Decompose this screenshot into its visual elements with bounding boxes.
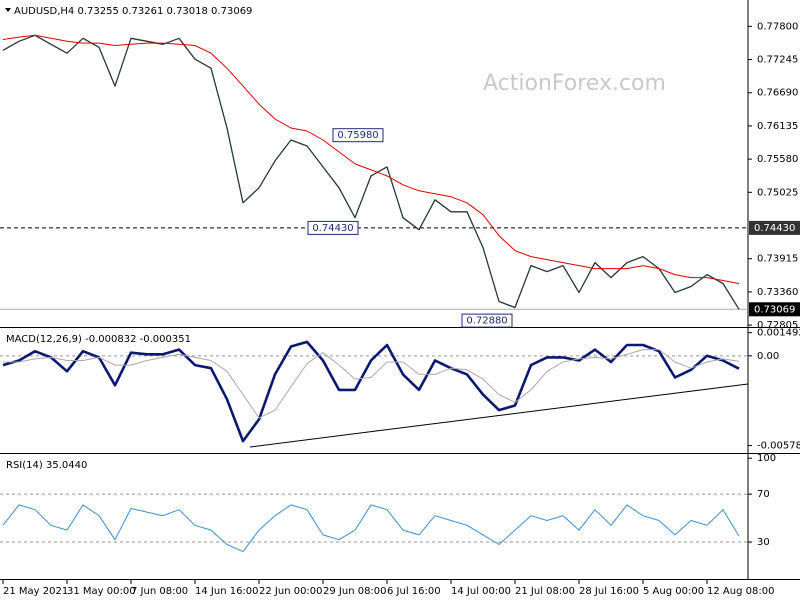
menu-triangle [5,8,11,12]
y-tick-label: 0.75025 [757,187,798,198]
x-tick-label: 7 Jun 08:00 [131,586,188,597]
price-label: 0.73069 [754,304,795,315]
x-tick-label: 5 Aug 00:00 [643,586,704,597]
series-line [2,34,740,284]
x-tick-label: 14 Jul 00:00 [451,586,511,597]
series-line [2,34,740,310]
x-tick-label: 31 May 00:00 [67,586,136,597]
y-tick-label: 0.72805 [757,320,798,331]
y-tick-label: 0.00 [757,351,779,362]
y-tick-label: 0.77245 [757,55,798,66]
series-line [2,504,740,553]
x-tick-label: 22 Jun 00:00 [259,586,323,597]
x-tick-label: 12 Aug 08:00 [707,586,774,597]
y-tick-label: 100 [757,453,776,464]
y-tick-label: -0.005784 [757,441,800,452]
x-tick-label: 21 May 2021 [3,586,68,597]
x-tick-label: 21 Jul 08:00 [515,586,575,597]
annotation-box [461,313,513,328]
watermark: ActionForex.com [483,71,666,96]
trend-line [249,383,749,448]
annotation: 0.74430 [312,223,353,234]
x-tick-label: 6 Jul 16:00 [387,586,441,597]
price-label-box [749,302,800,317]
y-tick-label: 30 [757,537,770,548]
annotation: 0.75980 [337,130,378,141]
x-tick-label: 29 Jun 08:00 [323,586,387,597]
x-tick-label: 28 Jul 16:00 [579,586,639,597]
y-tick-label: 0.77800 [757,21,798,32]
y-tick-label: 0.73915 [757,254,798,265]
y-tick-label: 70 [757,489,770,500]
y-tick-label: 0.76135 [757,121,798,132]
series-line [3,349,740,419]
x-tick-label: 14 Jun 16:00 [195,586,259,597]
y-tick-label: 0.75580 [757,154,798,165]
annotation: 0.72880 [466,316,507,327]
price-label: 0.74430 [754,223,795,234]
y-tick-label: 0.001492 [757,328,800,339]
series-line [2,340,740,443]
price-label-box [749,220,800,235]
y-tick-label: 0.76690 [757,88,798,99]
panel-title: RSI(14) 35.0440 [6,460,87,471]
panel-title: AUDUSD,H4 0.73255 0.73261 0.73018 0.7306… [14,6,252,17]
annotation-box [307,220,359,235]
annotation-box [332,128,384,143]
panel-title: MACD(12,26,9) -0.000832 -0.000351 [6,334,191,345]
y-tick-label: 0.73360 [757,287,798,298]
